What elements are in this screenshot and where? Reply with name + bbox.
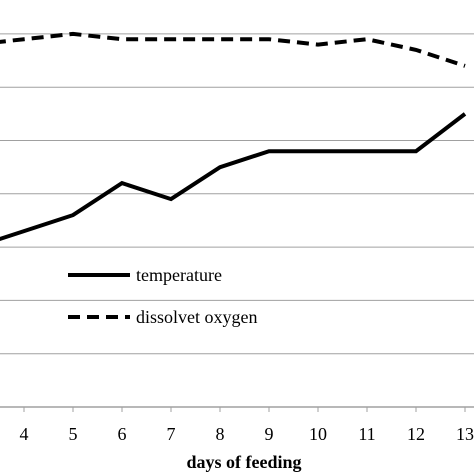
x-tick-label: 8: [216, 424, 225, 444]
x-tick-labels: 4 5 6 7 8 9 10 11 12 13: [20, 407, 474, 444]
x-tick-label: 7: [167, 424, 176, 444]
x-axis-title: days of feeding: [186, 452, 301, 472]
series-line-temperature: [0, 112, 467, 242]
x-tick-label: 6: [118, 424, 127, 444]
legend: temperature dissolvet oxygen: [68, 265, 258, 327]
x-tick-label: 11: [358, 424, 375, 444]
series-lines: [0, 31, 467, 242]
x-tick-label: 10: [309, 424, 327, 444]
x-tick-label: 9: [265, 424, 274, 444]
x-tick-label: 5: [69, 424, 78, 444]
x-tick-label: 4: [20, 424, 29, 444]
legend-label-dissolvet-oxygen: dissolvet oxygen: [136, 307, 258, 327]
x-tick-label: 13: [456, 424, 474, 444]
x-tick-label: 12: [407, 424, 425, 444]
gridlines: [0, 33, 474, 408]
series-line-dissolvet-oxygen: [0, 31, 466, 68]
legend-label-temperature: temperature: [136, 265, 222, 285]
